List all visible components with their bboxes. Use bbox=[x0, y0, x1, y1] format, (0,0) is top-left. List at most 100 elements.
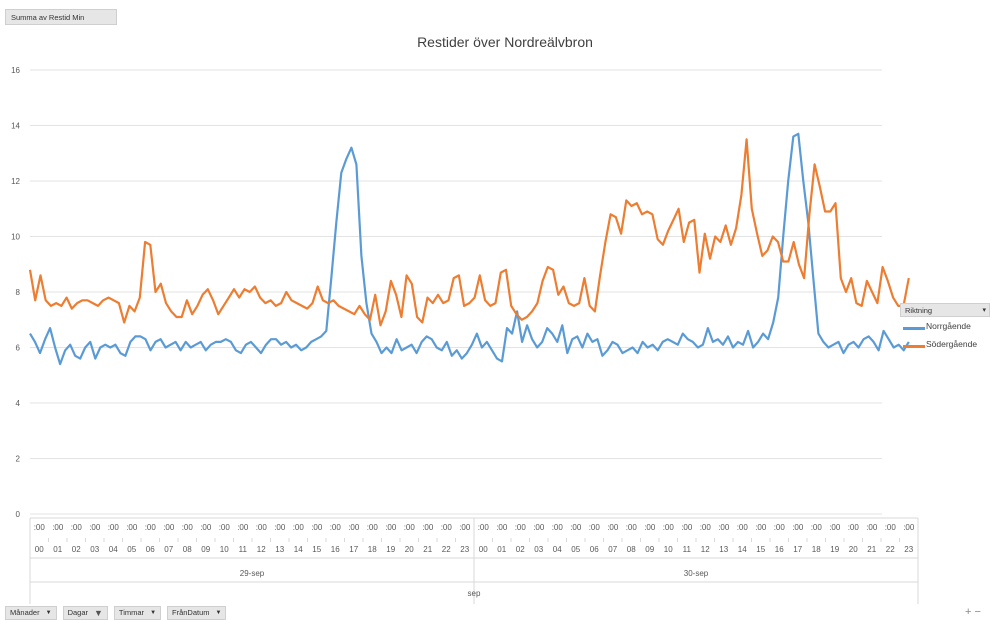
y-tick-label: 0 bbox=[16, 510, 21, 519]
y-tick-label: 6 bbox=[16, 344, 21, 353]
legend-label-norrgaende: Norrgående bbox=[926, 321, 971, 331]
dropdown-arrow-icon[interactable]: ▼ bbox=[150, 610, 157, 616]
x-tick-minute-label: :00 bbox=[200, 523, 212, 532]
x-tick-hour-label: 02 bbox=[516, 545, 525, 554]
legend-item-sodergaende: Södergående bbox=[900, 339, 990, 353]
chart-title: Restider över Nordreälvbron bbox=[417, 34, 593, 50]
y-tick-label: 16 bbox=[11, 66, 20, 75]
legend-swatch-sodergaende bbox=[903, 345, 925, 348]
x-tick-hour-label: 20 bbox=[849, 545, 858, 554]
x-tick-minute-label: :00 bbox=[885, 523, 897, 532]
x-tick-minute-label: :00 bbox=[293, 523, 305, 532]
x-tick-hour-label: 23 bbox=[904, 545, 913, 554]
x-tick-minute-label: :00 bbox=[367, 523, 379, 532]
legend-item-norrgaende: Norrgående bbox=[900, 321, 990, 335]
x-tick-minute-label: :00 bbox=[570, 523, 582, 532]
zoom-control[interactable]: + − bbox=[965, 606, 981, 618]
x-tick-minute-label: :00 bbox=[774, 523, 786, 532]
x-tick-minute-label: :00 bbox=[718, 523, 730, 532]
x-tick-hour-label: 18 bbox=[368, 545, 377, 554]
x-tick-minute-label: :00 bbox=[126, 523, 138, 532]
x-month-label: sep bbox=[468, 589, 481, 598]
legend-filter-button[interactable]: Riktning ▾ bbox=[900, 303, 990, 317]
x-tick-minute-label: :00 bbox=[385, 523, 397, 532]
x-tick-hour-label: 01 bbox=[497, 545, 506, 554]
field-label: Månader bbox=[10, 608, 40, 617]
x-tick-minute-label: :00 bbox=[700, 523, 712, 532]
x-tick-hour-label: 21 bbox=[423, 545, 432, 554]
dropdown-arrow-icon[interactable]: ▼ bbox=[45, 610, 52, 616]
x-tick-minute-label: :00 bbox=[552, 523, 564, 532]
field-label: Timmar bbox=[118, 608, 145, 617]
x-tick-minute-label: :00 bbox=[274, 523, 286, 532]
x-tick-minute-label: :00 bbox=[441, 523, 453, 532]
x-tick-hour-label: 04 bbox=[109, 545, 118, 554]
x-tick-hour-label: 22 bbox=[886, 545, 895, 554]
field-label: FrånDatum bbox=[172, 608, 210, 617]
x-tick-hour-label: 11 bbox=[239, 545, 248, 554]
x-tick-hour-label: 20 bbox=[405, 545, 414, 554]
x-tick-minute-label: :00 bbox=[829, 523, 841, 532]
legend-label-sodergaende: Södergående bbox=[926, 339, 978, 349]
x-tick-hour-label: 03 bbox=[90, 545, 99, 554]
x-tick-hour-label: 05 bbox=[127, 545, 136, 554]
axis-field-buttons: Månader ▼ Dagar ▼ Timmar ▼ FrånDatum ▼ bbox=[5, 606, 227, 620]
value-field-button[interactable]: Summa av Restid Min bbox=[5, 9, 117, 25]
x-tick-minute-label: :00 bbox=[644, 523, 656, 532]
x-tick-hour-label: 15 bbox=[312, 545, 321, 554]
x-tick-minute-label: :00 bbox=[108, 523, 120, 532]
x-tick-hour-label: 08 bbox=[183, 545, 192, 554]
x-tick-minute-label: :00 bbox=[71, 523, 83, 532]
x-tick-hour-label: 16 bbox=[775, 545, 784, 554]
x-tick-minute-label: :00 bbox=[681, 523, 693, 532]
x-tick-minute-label: :00 bbox=[755, 523, 767, 532]
x-tick-minute-label: :00 bbox=[848, 523, 860, 532]
x-tick-minute-label: :00 bbox=[52, 523, 64, 532]
series-line-1 bbox=[28, 138, 910, 327]
field-button-dagar[interactable]: Dagar ▼ bbox=[62, 606, 108, 620]
x-tick-hour-label: 17 bbox=[793, 545, 802, 554]
y-tick-label: 4 bbox=[16, 399, 21, 408]
x-tick-hour-label: 09 bbox=[201, 545, 210, 554]
dropdown-arrow-icon[interactable]: ▼ bbox=[215, 610, 222, 616]
x-tick-hour-label: 07 bbox=[164, 545, 173, 554]
x-tick-minute-label: :00 bbox=[533, 523, 545, 532]
x-tick-minute-label: :00 bbox=[903, 523, 915, 532]
x-tick-hour-label: 13 bbox=[275, 545, 284, 554]
x-tick-minute-label: :00 bbox=[237, 523, 249, 532]
x-tick-minute-label: :00 bbox=[182, 523, 194, 532]
x-tick-hour-label: 18 bbox=[812, 545, 821, 554]
dropdown-arrow-icon[interactable]: ▾ bbox=[982, 307, 986, 314]
filter-icon[interactable]: ▼ bbox=[94, 608, 103, 618]
x-day-label: 30-sep bbox=[684, 569, 709, 578]
x-tick-hour-label: 11 bbox=[683, 545, 692, 554]
x-tick-hour-label: 01 bbox=[53, 545, 62, 554]
field-label: Dagar bbox=[67, 608, 88, 617]
x-tick-minute-label: :00 bbox=[422, 523, 434, 532]
x-tick-hour-label: 09 bbox=[645, 545, 654, 554]
x-day-label: 29-sep bbox=[240, 569, 265, 578]
x-tick-minute-label: :00 bbox=[256, 523, 268, 532]
x-tick-minute-label: :00 bbox=[811, 523, 823, 532]
x-tick-minute-label: :00 bbox=[478, 523, 490, 532]
x-tick-hour-label: 06 bbox=[146, 545, 155, 554]
x-tick-minute-label: :00 bbox=[219, 523, 231, 532]
x-tick-hour-label: 16 bbox=[331, 545, 340, 554]
x-tick-minute-label: :00 bbox=[330, 523, 342, 532]
x-tick-hour-label: 07 bbox=[608, 545, 617, 554]
x-tick-hour-label: 19 bbox=[386, 545, 395, 554]
legend-header-label: Riktning bbox=[905, 306, 933, 315]
x-tick-minute-label: :00 bbox=[34, 523, 46, 532]
x-tick-minute-label: :00 bbox=[89, 523, 101, 532]
field-button-manader[interactable]: Månader ▼ bbox=[5, 606, 57, 620]
x-tick-hour-label: 10 bbox=[664, 545, 673, 554]
x-tick-hour-label: 08 bbox=[627, 545, 636, 554]
x-tick-minute-label: :00 bbox=[311, 523, 323, 532]
x-tick-hour-label: 06 bbox=[590, 545, 599, 554]
x-tick-hour-label: 03 bbox=[534, 545, 543, 554]
series-line-0 bbox=[29, 132, 910, 366]
legend-swatch-norrgaende bbox=[903, 327, 925, 330]
x-tick-hour-label: 12 bbox=[257, 545, 266, 554]
x-tick-hour-label: 12 bbox=[701, 545, 710, 554]
